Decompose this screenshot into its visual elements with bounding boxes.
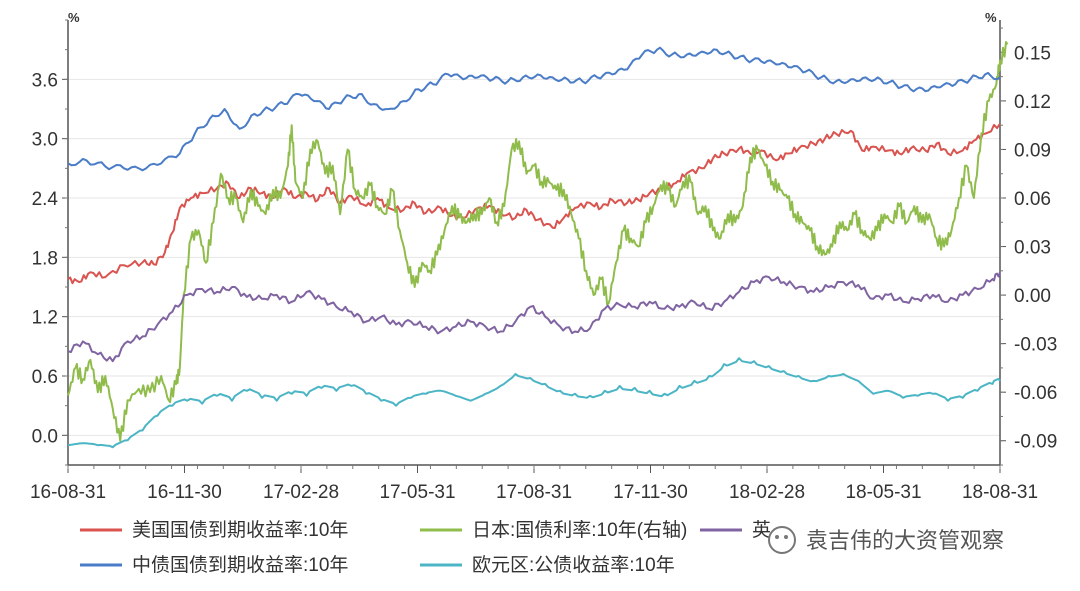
legend-label: 英 (752, 519, 771, 541)
legend: 美国国债到期收益率:10年 日本:国债利率:10年(右轴) 英中债国债到期收益率:1… (80, 519, 771, 576)
x-tick-label: 18-05-31 (845, 482, 921, 503)
left-tick-label: 0.0 (32, 426, 58, 447)
x-axis-ticks: 16-08-31 16-11-30 17-02-28 17-05-31 17-08-31… (30, 465, 1038, 503)
left-axis-ticks: 0.0 0.6 1.2 1.8 2.4 3.0 3.6 (32, 19, 68, 466)
series-lines (67, 41, 1009, 449)
series-line (67, 41, 1009, 442)
legend-label: 日本:国债利率:10年(右轴) (472, 519, 687, 541)
watermark-text: 袁吉伟的大资管观察 (806, 528, 1004, 553)
right-tick-label: 0.03 (1014, 238, 1051, 259)
left-tick-label: 0.6 (32, 367, 58, 388)
right-axis-unit: % (985, 10, 997, 25)
right-tick-label: 0.06 (1014, 189, 1051, 210)
x-tick-label: 16-08-31 (30, 482, 106, 503)
wechat-icon (768, 526, 796, 554)
left-tick-label: 1.2 (32, 308, 58, 329)
right-tick-label: -0.03 (1014, 335, 1057, 356)
x-tick-label: 18-08-31 (962, 482, 1038, 503)
x-tick-label: 18-02-28 (729, 482, 805, 503)
right-tick-label: -0.06 (1014, 383, 1057, 404)
series-line (67, 271, 1001, 363)
left-tick-label: 1.8 (32, 248, 58, 269)
right-tick-label: 0.15 (1014, 43, 1051, 64)
left-tick-label: 3.6 (32, 70, 58, 91)
right-tick-label: 0.09 (1014, 140, 1051, 161)
legend-label: 欧元区:公债收益率:10年 (472, 554, 675, 576)
right-tick-label: -0.09 (1014, 432, 1057, 453)
series-line (67, 46, 1001, 172)
left-tick-label: 3.0 (32, 130, 58, 151)
right-tick-label: 0.12 (1014, 92, 1051, 113)
x-tick-label: 17-05-31 (379, 482, 455, 503)
x-tick-label: 17-08-31 (496, 482, 572, 503)
grid-lines (68, 78, 1000, 436)
left-axis-unit: % (68, 10, 80, 25)
x-tick-label: 17-11-30 (613, 482, 688, 503)
series-line (67, 357, 1001, 449)
legend-label: 美国国债到期收益率:10年 (132, 519, 348, 541)
x-tick-label: 16-11-30 (147, 482, 222, 503)
left-tick-label: 2.4 (32, 189, 59, 210)
legend-label: 中债国债到期收益率:10年 (132, 554, 348, 576)
x-tick-label: 17-02-28 (263, 482, 339, 503)
watermark: 袁吉伟的大资管观察 (768, 526, 1004, 554)
right-axis-ticks: -0.09 -0.06 -0.03 0.00 0.03 0.06 0.09 0.12 0.15 (1000, 27, 1057, 466)
right-tick-label: 0.00 (1014, 286, 1051, 307)
